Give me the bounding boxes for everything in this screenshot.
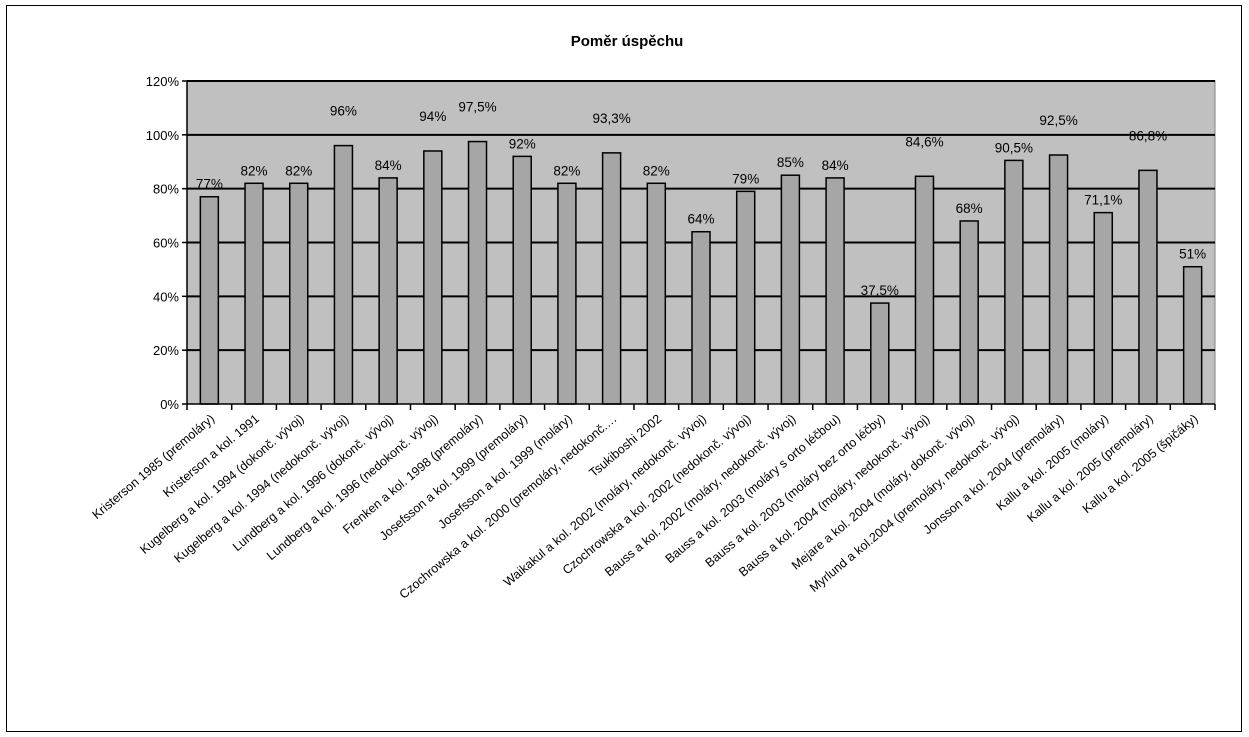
chart-title: Poměr úspěchu	[571, 33, 684, 50]
data-label: 84%	[375, 158, 402, 173]
bar	[467, 140, 488, 405]
bar	[825, 177, 845, 405]
bar	[557, 182, 577, 405]
y-tick-label: 20%	[153, 343, 179, 358]
data-label: 82%	[553, 163, 580, 178]
data-label: 90,5%	[995, 140, 1033, 155]
bar	[244, 182, 264, 405]
data-label: 85%	[777, 155, 804, 170]
category-label: Waikakul a kol. 2002 (moláry, nedokonč. …	[501, 412, 709, 590]
data-label: 92%	[509, 136, 536, 151]
y-tick-label: 100%	[146, 128, 180, 143]
data-label: 93,3%	[592, 111, 630, 126]
chart-frame: Poměr úspěchu 0% 20% 40% 60% 80% 100% 120% 77% K…	[6, 5, 1242, 732]
data-label: 94%	[419, 109, 446, 124]
y-tick-label: 40%	[153, 289, 179, 304]
bar	[512, 155, 532, 405]
bar	[288, 182, 309, 405]
data-label: 64%	[687, 212, 714, 227]
bar	[423, 150, 443, 405]
data-label: 82%	[241, 163, 268, 178]
bar	[333, 144, 354, 405]
bar	[959, 220, 979, 405]
data-label: 84,6%	[905, 134, 943, 149]
data-label: 86,8%	[1129, 128, 1167, 143]
data-label: 37,5%	[861, 283, 899, 298]
bar	[780, 174, 801, 405]
data-label: 84%	[822, 158, 849, 173]
bar	[1182, 265, 1203, 405]
bar	[1048, 154, 1069, 405]
data-label: 97,5%	[458, 100, 496, 115]
data-label: 92,5%	[1039, 113, 1077, 128]
bar	[914, 175, 935, 405]
bar-chart: Poměr úspěchu 0% 20% 40% 60% 80% 100% 120% 77% K…	[90, 33, 1216, 602]
data-label: 68%	[956, 201, 983, 216]
data-label: 82%	[643, 163, 670, 178]
bar	[1004, 159, 1024, 405]
y-tick-label: 120%	[146, 74, 180, 89]
bar	[378, 177, 398, 405]
bar	[601, 152, 622, 405]
data-label: 96%	[330, 104, 357, 119]
bar	[199, 195, 220, 405]
data-label: 82%	[285, 163, 312, 178]
category-label: Myrlund a kol.2004 (premoláry, nedokonč.…	[807, 412, 1022, 595]
bar	[1093, 211, 1114, 405]
data-label: 77%	[196, 177, 223, 192]
category-label: Kugelberg a kol. 1994 (dokonč. vývoj)	[137, 412, 306, 557]
bar	[691, 230, 711, 405]
y-tick-label: 60%	[153, 236, 179, 251]
data-label: 79%	[732, 171, 759, 186]
bar	[1138, 169, 1158, 405]
bar	[735, 190, 756, 405]
y-tick-label: 0%	[160, 397, 179, 412]
bar	[870, 302, 890, 405]
bar	[646, 182, 667, 405]
data-label: 51%	[1179, 247, 1206, 262]
data-label: 71,1%	[1084, 193, 1122, 208]
category-label: Lundberg a kol. 1996 (dokonč. vývoj)	[230, 412, 396, 554]
y-tick-label: 80%	[153, 182, 179, 197]
